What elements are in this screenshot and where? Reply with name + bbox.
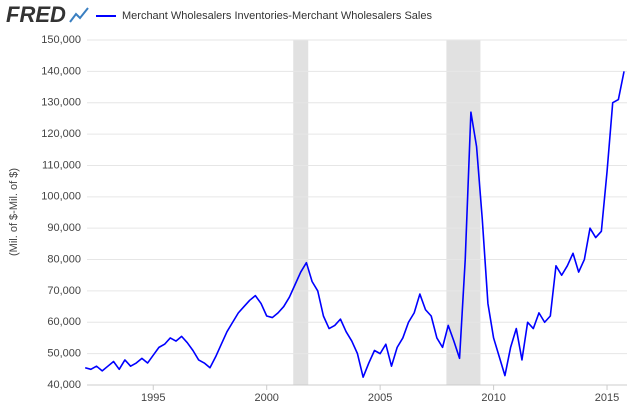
logo-icon xyxy=(69,7,89,23)
data-line xyxy=(84,71,625,378)
y-tick-label: 110,000 xyxy=(42,159,81,171)
x-tick-label: 2005 xyxy=(368,392,392,404)
x-tick-label: 2015 xyxy=(595,392,619,404)
y-tick-label: 120,000 xyxy=(41,128,81,140)
x-tick-label: 2010 xyxy=(481,392,505,404)
y-axis-label: (Mil. of $-Mil. of $) xyxy=(8,168,20,256)
y-tick-label: 50,000 xyxy=(47,348,81,360)
x-tick-label: 1995 xyxy=(141,392,165,404)
y-tick-label: 130,000 xyxy=(41,97,81,109)
x-tick-label: 2000 xyxy=(254,392,278,404)
legend-label: Merchant Wholesalers Inventories-Merchan… xyxy=(122,10,432,22)
y-tick-label: 70,000 xyxy=(47,285,81,297)
y-tick-label: 80,000 xyxy=(47,253,81,265)
recession-shading xyxy=(446,40,481,385)
y-tick-label: 100,000 xyxy=(41,191,81,203)
recession-shading xyxy=(293,40,309,385)
logo: FRED xyxy=(6,2,66,27)
y-tick-label: 150,000 xyxy=(41,34,81,46)
y-tick-label: 90,000 xyxy=(47,222,81,234)
y-tick-label: 140,000 xyxy=(41,65,81,77)
y-tick-label: 40,000 xyxy=(47,379,81,391)
y-tick-label: 60,000 xyxy=(47,316,81,328)
